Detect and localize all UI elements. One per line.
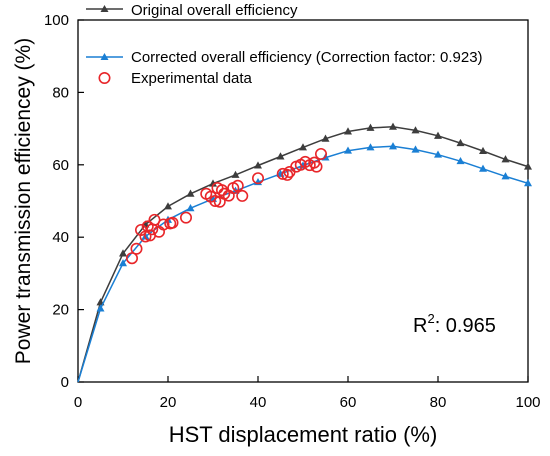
legend-marker-original <box>100 5 109 12</box>
corrected-efficiency-point <box>186 204 195 212</box>
legend-item-corrected: Corrected overall efficiency (Correction… <box>86 49 483 66</box>
original-efficiency-point <box>479 146 487 155</box>
experimental-data-point <box>148 213 161 226</box>
experimental-data-point <box>236 189 249 202</box>
experimental-data-point <box>157 218 170 231</box>
corrected-efficiency-line <box>77 145 529 383</box>
legend-item-experimental: Experimental data <box>98 70 253 87</box>
experimental-data-point <box>276 167 289 180</box>
y-tick-label: 100 <box>44 12 69 29</box>
corrected-efficiency-point <box>344 146 352 154</box>
x-tick-label: 0 <box>74 394 82 411</box>
original-efficiency-point <box>276 152 285 160</box>
plot-frame <box>77 19 529 383</box>
corrected-efficiency-point <box>456 156 465 165</box>
original-efficiency-point <box>434 131 442 139</box>
legend-marker-corrected <box>100 53 109 60</box>
corrected-efficiency-point <box>411 145 420 153</box>
x-tick-label: 40 <box>250 394 267 411</box>
original-efficiency-point <box>524 162 532 170</box>
experimental-data-point <box>126 252 139 265</box>
legend-item-original: Original overall efficiency <box>86 2 298 19</box>
original-efficiency-point <box>501 155 510 163</box>
original-efficiency-point <box>254 161 262 169</box>
experimental-data-point <box>231 179 244 192</box>
original-efficiency-point <box>321 134 330 142</box>
experimental-data-point <box>310 160 323 173</box>
r-squared-prefix: R <box>413 315 427 337</box>
experimental-data-point <box>166 216 179 229</box>
original-efficiency-point <box>366 123 375 131</box>
r-squared-annotation: R2: 0.965 <box>413 311 496 337</box>
original-efficiency-point <box>186 189 195 197</box>
original-efficiency-point <box>231 170 240 178</box>
experimental-data-point <box>314 147 327 160</box>
experimental-data-point <box>281 168 294 181</box>
chart-marks <box>77 122 532 383</box>
corrected-efficiency-point <box>389 142 397 150</box>
y-tick-label: 0 <box>61 374 69 391</box>
r-squared-superscript: 2 <box>427 311 434 326</box>
y-tick-label: 40 <box>52 229 69 246</box>
legend-label-experimental: Experimental data <box>131 70 253 87</box>
x-tick-label: 60 <box>340 394 357 411</box>
corrected-efficiency-point <box>479 164 487 172</box>
x-axis-label: HST displacement ratio (%) <box>169 422 438 447</box>
corrected-efficiency-point <box>366 143 375 151</box>
y-tick-label: 60 <box>52 157 69 174</box>
plot-area: 0 20 40 60 80 100 0 20 40 60 80 100 <box>44 12 541 411</box>
r-squared-value: : 0.965 <box>435 315 496 337</box>
corrected-efficiency-point <box>524 179 532 187</box>
y-tick-label: 20 <box>52 302 69 319</box>
x-tick-label: 100 <box>515 394 540 411</box>
original-efficiency-point <box>389 122 397 130</box>
original-efficiency-point <box>344 127 352 135</box>
corrected-efficiency-point <box>501 172 510 180</box>
experimental-data-point <box>130 242 143 255</box>
legend-marker-experimental <box>98 72 111 85</box>
experimental-data-point <box>180 211 193 224</box>
axis-ticks: 0 20 40 60 80 100 0 20 40 60 80 100 <box>44 12 541 411</box>
experimental-data-point <box>209 195 222 208</box>
original-efficiency-point <box>164 202 172 210</box>
x-tick-label: 80 <box>430 394 447 411</box>
x-tick-label: 20 <box>160 394 177 411</box>
original-efficiency-point <box>456 138 465 147</box>
original-efficiency-point <box>119 249 127 257</box>
legend: Original overall efficiency Corrected ov… <box>86 2 483 87</box>
original-efficiency-point <box>299 143 307 151</box>
original-efficiency-point <box>411 126 420 134</box>
corrected-efficiency-point <box>434 150 442 158</box>
experimental-data-point <box>252 172 265 185</box>
legend-label-original: Original overall efficiency <box>131 2 298 19</box>
corrected-efficiency-point <box>96 304 105 312</box>
original-efficiency-point <box>209 179 217 187</box>
legend-label-corrected: Corrected overall efficiency (Correction… <box>131 49 483 66</box>
y-axis-label: Power transmission efficiencey (%) <box>12 38 35 364</box>
corrected-efficiency-point <box>119 259 127 267</box>
y-tick-label: 80 <box>52 84 69 101</box>
